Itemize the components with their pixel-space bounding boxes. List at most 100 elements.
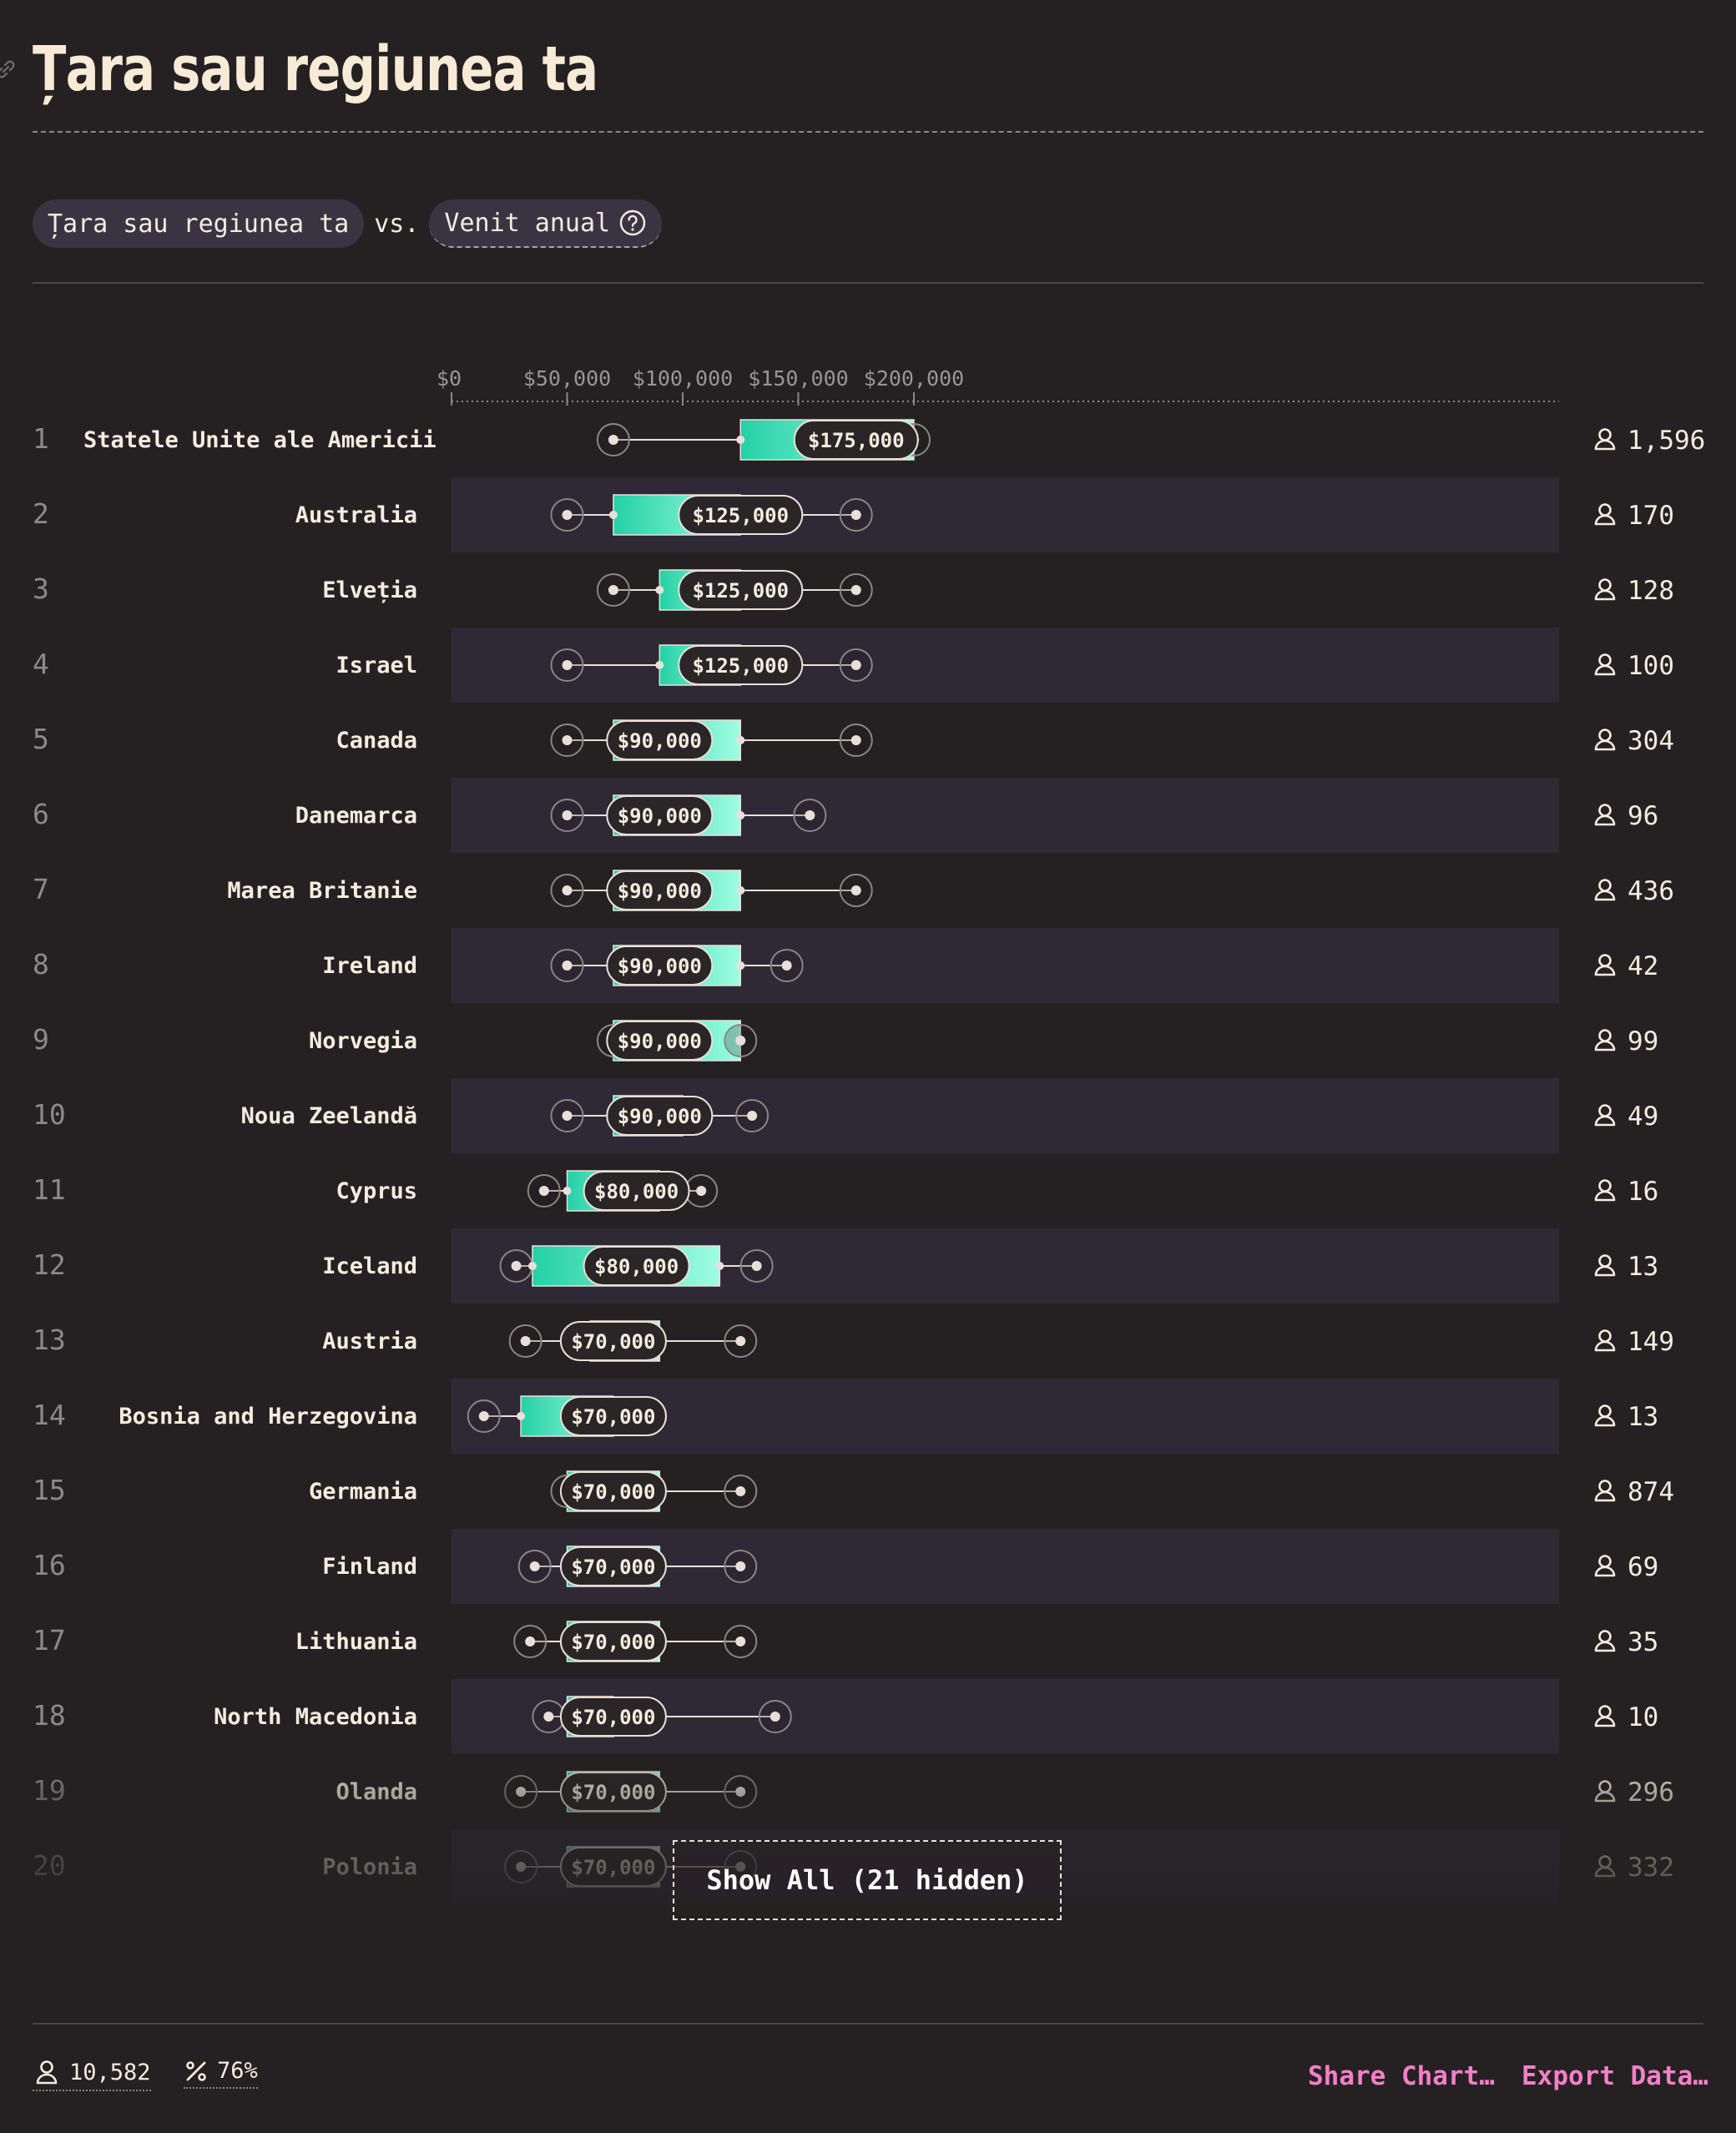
median-label: $90,000 xyxy=(618,804,702,828)
table-row[interactable]: 8 Ireland $90,000 42 xyxy=(33,928,1658,1003)
percent-stat[interactable]: 76% xyxy=(184,2058,258,2089)
whisker-max-marker xyxy=(752,1261,762,1271)
quartile-marker xyxy=(736,961,744,970)
median-label: $70,000 xyxy=(571,1480,655,1504)
table-row[interactable]: 16 Finland $70,000 69 xyxy=(33,1529,1658,1604)
row-respondent-count: 1,596 xyxy=(1628,426,1705,456)
whisker-max-marker xyxy=(735,1636,745,1646)
row-rank: 2 xyxy=(33,497,49,530)
x-axis-tick-label: $100,000 xyxy=(633,366,733,391)
person-icon xyxy=(1596,1857,1614,1877)
table-row[interactable]: 3 Elveția $125,000 128 xyxy=(33,570,1674,610)
row-country-name: Danemarca xyxy=(295,803,417,829)
chart-rows: 1 Statele Unite ale Americii $175,000 1,596… xyxy=(33,420,1705,1904)
quartile-marker xyxy=(655,661,664,669)
whisker-min-marker xyxy=(512,1261,522,1271)
row-rank: 17 xyxy=(33,1624,66,1656)
table-row[interactable]: 2 Australia $125,000 170 xyxy=(33,477,1674,552)
whisker-max-marker xyxy=(770,1712,780,1722)
whisker-min-marker xyxy=(563,885,573,895)
table-row[interactable]: 15 Germania $70,000 874 xyxy=(33,1471,1674,1511)
row-respondent-count: 10 xyxy=(1628,1702,1658,1732)
quartile-marker xyxy=(736,736,744,744)
median-label: $80,000 xyxy=(594,1255,679,1278)
row-rank: 15 xyxy=(33,1474,66,1506)
row-rank: 13 xyxy=(33,1324,66,1356)
whisker-max-marker xyxy=(735,1486,745,1496)
table-row[interactable]: 12 Iceland $80,000 13 xyxy=(33,1228,1658,1304)
x-axis-tick-label: $50,000 xyxy=(523,366,611,391)
row-rank: 12 xyxy=(33,1248,66,1281)
row-country-name: Ireland xyxy=(322,953,417,979)
row-country-name: Austria xyxy=(322,1329,417,1354)
table-row[interactable]: 18 North Macedonia $70,000 10 xyxy=(33,1679,1658,1754)
row-country-name: Bosnia and Herzegovina xyxy=(119,1404,417,1430)
row-respondent-count: 16 xyxy=(1628,1177,1658,1207)
whisker-max-marker xyxy=(805,810,815,820)
table-row[interactable]: 17 Lithuania $70,000 35 xyxy=(33,1621,1658,1662)
table-row[interactable]: 4 Israel $125,000 100 xyxy=(33,628,1674,703)
person-icon xyxy=(1596,1631,1614,1651)
median-label: $90,000 xyxy=(618,955,702,978)
quartile-marker xyxy=(736,436,744,444)
whisker-min-marker xyxy=(530,1561,540,1571)
quartile-marker xyxy=(736,886,744,895)
whisker-max-marker xyxy=(735,1787,745,1797)
quartile-marker xyxy=(609,511,618,519)
respondents-stat[interactable]: 10,582 xyxy=(33,2058,151,2091)
row-country-name: Olanda xyxy=(336,1779,417,1805)
row-country-name: Statele Unite ale Americii xyxy=(83,427,437,453)
row-country-name: North Macedonia xyxy=(214,1704,417,1730)
share-chart-link[interactable]: Share Chart… xyxy=(1308,2061,1495,2091)
whisker-max-marker xyxy=(851,510,861,520)
whisker-max-marker xyxy=(851,735,861,745)
row-country-name: Noua Zeelandă xyxy=(241,1103,417,1129)
median-label: $90,000 xyxy=(618,1030,702,1053)
median-label: $125,000 xyxy=(692,654,789,678)
row-country-name: Marea Britanie xyxy=(227,878,417,904)
table-row[interactable]: 7 Marea Britanie $90,000 436 xyxy=(33,870,1674,910)
quartile-marker xyxy=(517,1412,525,1420)
table-row[interactable]: 9 Norvegia $90,000 99 xyxy=(33,1021,1658,1061)
whisker-max-marker xyxy=(782,961,792,971)
row-rank: 10 xyxy=(33,1098,66,1131)
show-all-button[interactable]: Show All (21 hidden) xyxy=(673,1840,1062,1920)
whisker-min-marker xyxy=(563,510,573,520)
median-label: $70,000 xyxy=(571,1706,655,1729)
whisker-min-marker xyxy=(608,585,618,595)
row-country-name: Finland xyxy=(322,1554,417,1580)
person-icon xyxy=(1596,956,1614,976)
table-row[interactable]: 1 Statele Unite ale Americii $175,000 1,596 xyxy=(33,420,1705,460)
whisker-max-marker xyxy=(851,885,861,895)
person-icon xyxy=(1596,730,1614,750)
table-row[interactable]: 10 Noua Zeelandă $90,000 49 xyxy=(33,1078,1658,1153)
percent-value: 76% xyxy=(217,2058,258,2084)
row-respondent-count: 96 xyxy=(1628,801,1658,831)
x-axis-tick-label: $0 xyxy=(437,366,462,391)
quartile-marker xyxy=(563,1187,572,1195)
x-axis-tick-label: $150,000 xyxy=(748,366,848,391)
whisker-min-marker xyxy=(516,1787,526,1797)
median-label: $90,000 xyxy=(618,880,702,903)
table-row[interactable]: 11 Cyprus $80,000 16 xyxy=(33,1171,1658,1211)
median-label: $175,000 xyxy=(808,429,905,452)
row-rank: 1 xyxy=(33,422,49,455)
person-icon xyxy=(1596,1106,1614,1126)
x-axis: $0 $50,000 $100,000 $150,000 $200,000 xyxy=(437,366,1559,406)
person-icon xyxy=(1596,1331,1614,1351)
whisker-max-marker xyxy=(735,1561,745,1571)
table-row[interactable]: 14 Bosnia and Herzegovina $70,000 13 xyxy=(33,1379,1658,1454)
quartile-marker xyxy=(655,586,664,594)
table-row[interactable]: 6 Danemarca $90,000 96 xyxy=(33,778,1658,853)
export-data-link[interactable]: Export Data… xyxy=(1522,2061,1708,2091)
row-country-name: Norvegia xyxy=(309,1028,417,1054)
table-row[interactable]: 13 Austria $70,000 149 xyxy=(33,1321,1674,1361)
person-icon xyxy=(1596,805,1614,825)
person-icon xyxy=(1596,1406,1614,1426)
table-row[interactable]: 5 Canada $90,000 304 xyxy=(33,720,1674,760)
row-rank: 20 xyxy=(33,1849,66,1882)
table-row[interactable]: 19 Olanda $70,000 296 xyxy=(33,1772,1674,1812)
row-country-name: Lithuania xyxy=(295,1629,417,1655)
whisker-min-marker xyxy=(563,810,573,820)
